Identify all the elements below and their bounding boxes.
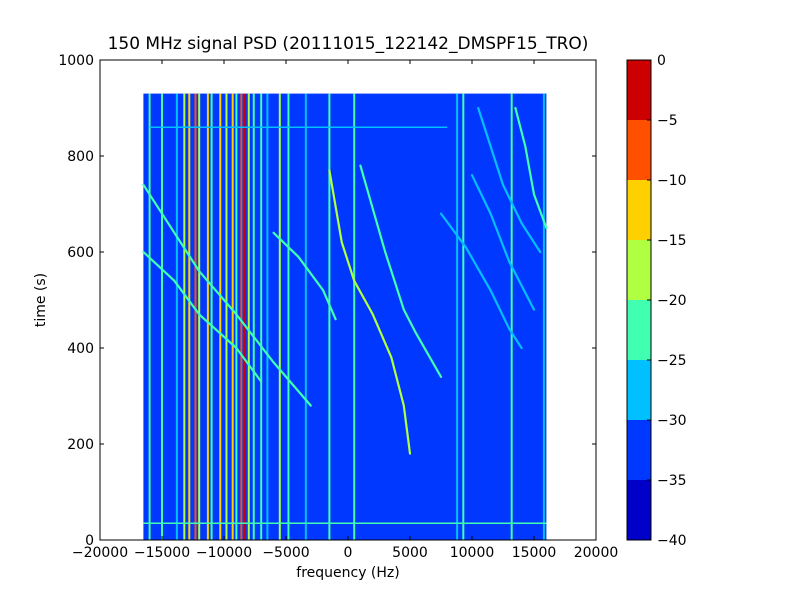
x-tick-label: −20000	[72, 545, 128, 561]
colorbar-swatch	[627, 480, 651, 540]
heatmap-sweep-track	[142, 183, 312, 407]
x-axis-label: frequency (Hz)	[296, 565, 399, 581]
x-tick-label: 20000	[574, 545, 619, 561]
axes: −20000 −15000 −10000 −5000 0 5000 10000 15000 20…	[58, 53, 618, 561]
heatmap-sweep-track	[514, 106, 548, 230]
x-tick-label: −10000	[196, 545, 252, 561]
colorbar-swatch	[627, 300, 651, 360]
heatmap-sweep-track	[439, 212, 523, 350]
x-tick-label: 5000	[392, 545, 428, 561]
colorbar: −40 −35 −30 −25 −20 −15 −10 −5 0	[626, 53, 687, 549]
y-tick-label: 1000	[58, 53, 94, 69]
heatmap-sweep-track	[359, 164, 443, 378]
colorbar-swatch	[627, 180, 651, 240]
heatmap-sweep-track	[142, 250, 263, 383]
colorbar-tick-label: −20	[657, 293, 687, 309]
colorbar-tick-label: −10	[657, 173, 687, 189]
heatmap-sweep-track	[470, 174, 536, 311]
heatmap-background	[143, 93, 547, 540]
chart-title: 150 MHz signal PSD (20111015_122142_DMSP…	[108, 34, 589, 54]
colorbar-tick-label: −15	[657, 233, 687, 249]
heatmap-sweep-track	[272, 231, 337, 321]
heatmap-layer	[142, 93, 548, 540]
colorbar-swatch	[627, 420, 651, 480]
y-tick-label: 200	[67, 437, 94, 453]
y-tick-label: 400	[67, 341, 94, 357]
colorbar-swatch	[627, 240, 651, 300]
colorbar-swatch	[627, 120, 651, 180]
colorbar-tick-label: 0	[657, 53, 666, 69]
heatmap-sweep-track	[477, 106, 542, 254]
colorbar-tick-label: −25	[657, 353, 687, 369]
colorbar-tick-label: −35	[657, 473, 687, 489]
colorbar-swatch	[627, 360, 651, 420]
x-tick-label: 15000	[512, 545, 557, 561]
x-tick-label: −15000	[134, 545, 190, 561]
x-tick-label: −5000	[262, 545, 309, 561]
y-tick-label: 0	[85, 533, 94, 549]
colorbar-tick-label: −40	[657, 533, 687, 549]
heatmap-sweep-track	[328, 169, 412, 455]
y-tick-label: 800	[67, 149, 94, 165]
colorbar-tick-label: −5	[657, 113, 678, 129]
x-tick-label: 0	[344, 545, 353, 561]
colorbar-swatch	[627, 60, 651, 120]
colorbar-tick-label: −30	[657, 413, 687, 429]
y-tick-label: 600	[67, 245, 94, 261]
y-axis-label: time (s)	[33, 273, 49, 327]
x-tick-label: 10000	[450, 545, 495, 561]
